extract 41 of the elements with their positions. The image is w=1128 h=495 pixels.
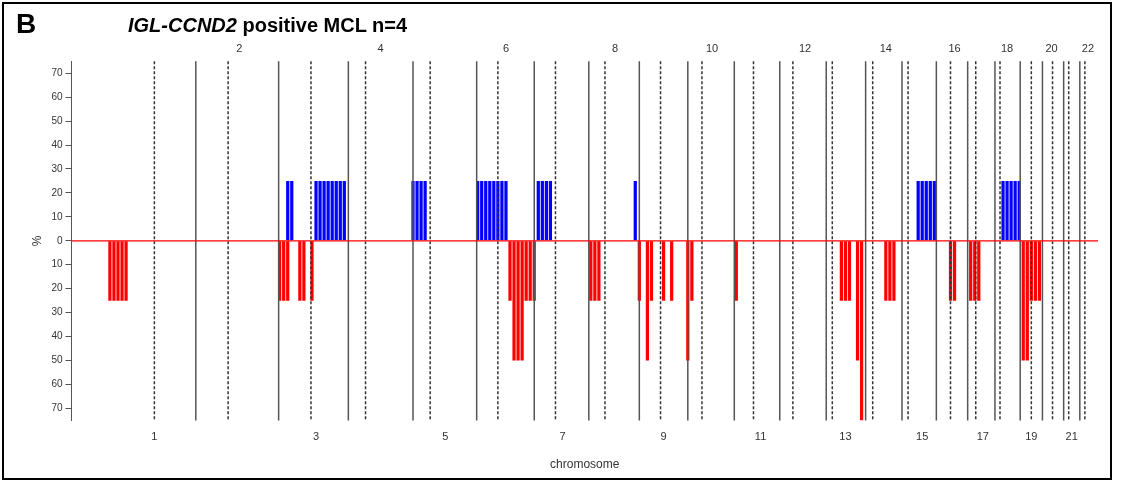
x-axis-title: chromosome <box>550 457 620 472</box>
y-tick-label: 50 <box>51 354 63 366</box>
x-tick-label: 10 <box>705 41 719 54</box>
x-tick-label: 21 <box>1065 430 1078 443</box>
y-tick-label: 70 <box>51 66 63 78</box>
x-tick-label: 22 <box>1081 41 1095 54</box>
x-tick-label: 18 <box>1000 41 1014 54</box>
y-tick-label: 40 <box>51 138 63 150</box>
x-tick-label: 15 <box>916 430 929 443</box>
y-tick-label: 20 <box>51 186 63 198</box>
y-tick-label: 10 <box>51 210 63 222</box>
y-tick-label: 10 <box>51 258 63 270</box>
x-tick-label: 12 <box>798 41 812 54</box>
y-tick-label: 30 <box>51 162 63 174</box>
x-tick-label: 14 <box>879 41 892 54</box>
y-tick-label: 50 <box>51 114 63 126</box>
y-tick-label: 70 <box>51 402 63 414</box>
x-tick-label: 9 <box>660 430 667 443</box>
y-tick-label: 40 <box>51 330 63 342</box>
y-tick-label: 30 <box>51 306 63 318</box>
x-tick-label: 6 <box>502 41 510 54</box>
x-tick-label: 13 <box>839 430 852 443</box>
text: B <box>16 8 37 40</box>
x-tick-label: 5 <box>442 430 449 443</box>
x-tick-label: 4 <box>377 41 384 54</box>
x-tick-label: 20 <box>1045 41 1058 54</box>
y-axis-title: % <box>29 235 44 247</box>
chart-title: IGL-CCND2 positive MCL n=4 <box>128 14 408 37</box>
x-tick-label: 16 <box>948 41 961 54</box>
x-tick-label: 8 <box>612 41 619 54</box>
y-tick-label: 20 <box>51 282 63 294</box>
y-tick-label: 60 <box>51 90 63 102</box>
y-tick-label: 0 <box>56 234 63 246</box>
y-tick-label: 60 <box>51 378 63 390</box>
x-tick-label: 17 <box>976 430 989 443</box>
x-tick-label: 11 <box>754 430 767 443</box>
x-tick-label: 7 <box>559 430 566 443</box>
x-tick-label: 19 <box>1025 430 1038 443</box>
x-tick-label: 1 <box>151 430 158 443</box>
x-tick-label: 3 <box>312 430 320 443</box>
x-tick-label: 2 <box>236 41 243 54</box>
